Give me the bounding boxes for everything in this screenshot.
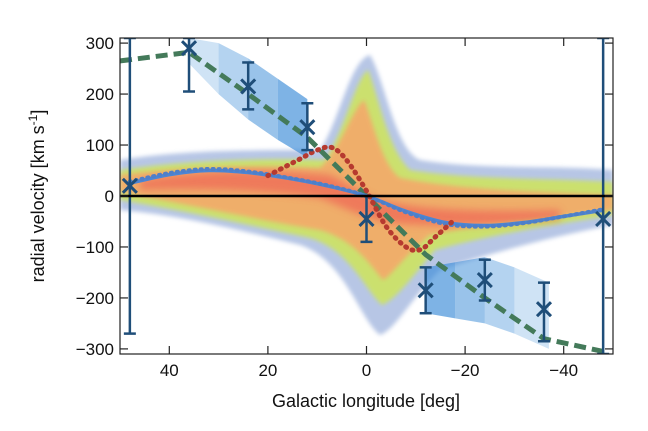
uncertainty-band-0-segment	[248, 58, 278, 140]
observation-point	[417, 266, 434, 315]
x-tick-label: 0	[362, 361, 371, 380]
observation-marker	[535, 301, 553, 318]
y-tick-label: 300	[86, 34, 114, 53]
uncertainty-band-1-segment	[484, 257, 515, 334]
uncertainty-band-1-segment	[425, 262, 456, 319]
uncertainty-band-0-segment	[189, 38, 219, 95]
observation-point	[358, 194, 375, 244]
observation-marker	[358, 210, 375, 227]
uncertainty-band-1-segment	[514, 267, 549, 349]
observation-point	[121, 38, 138, 335]
observation-point	[535, 281, 553, 343]
x-tick-label: −40	[549, 361, 578, 380]
x-tick-label: 40	[160, 361, 179, 380]
series-dotted-red	[265, 144, 458, 253]
y-tick-label: 100	[86, 136, 114, 155]
uncertainty-band-0-segment	[277, 78, 308, 158]
observation-point	[476, 258, 493, 302]
uncertainty-band-0-segment	[218, 43, 249, 120]
y-tick-label: 0	[105, 187, 114, 206]
observation-marker	[121, 177, 138, 194]
y-tick-label: −100	[76, 238, 114, 257]
x-axis-title: Galactic longitude [deg]	[272, 391, 460, 411]
observation-marker	[180, 40, 198, 57]
observation-marker	[299, 119, 316, 136]
x-tick-label: −20	[451, 361, 480, 380]
x-tick-label: 20	[258, 361, 277, 380]
observation-point	[180, 38, 198, 93]
observation-point	[299, 101, 316, 152]
observation-point	[240, 61, 257, 111]
uncertainty-band-1-segment	[455, 257, 485, 324]
density-core	[140, 170, 560, 226]
y-tick-label: −200	[76, 289, 114, 308]
observation-marker	[595, 210, 612, 227]
observation-marker	[417, 282, 434, 299]
y-tick-label: 200	[86, 85, 114, 104]
y-axis-title: radial velocity [km s-1]	[26, 110, 48, 283]
observation-marker	[240, 78, 257, 95]
y-tick-label: −300	[76, 340, 114, 359]
observation-marker	[476, 272, 493, 289]
